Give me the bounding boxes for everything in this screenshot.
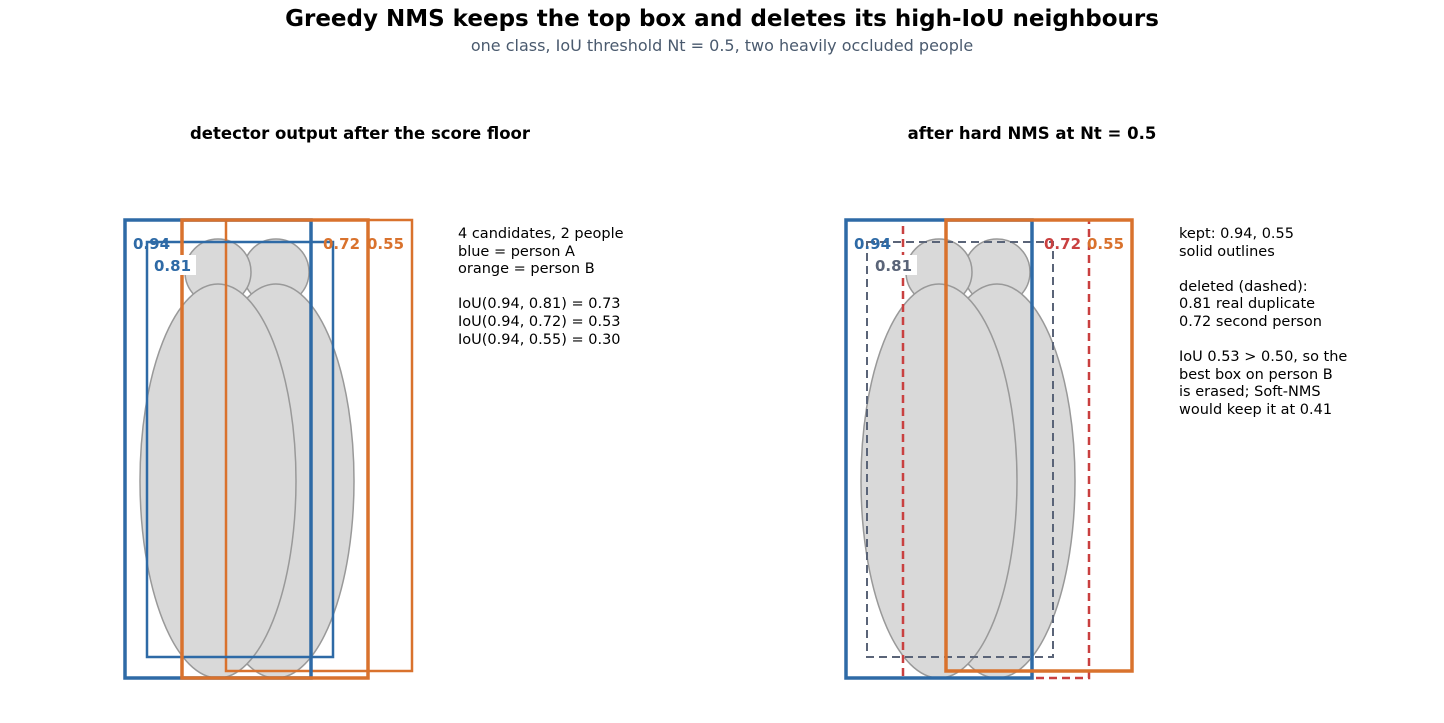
left-panel-scene: 0.94 0.81 0.72 0.55 — [123, 218, 414, 680]
right-panel-title: after hard NMS at Nt = 0.5 — [907, 124, 1157, 143]
note-line: 4 candidates, 2 people — [458, 226, 624, 242]
right-panel-scene: 0.94 0.81 0.72 0.55 — [844, 218, 1134, 680]
score-label-094-left: 0.94 — [133, 235, 170, 253]
box-081-left — [145, 240, 335, 659]
left-panel-notes: 4 candidates, 2 people blue = person A o… — [458, 226, 624, 349]
note-line — [1179, 261, 1347, 279]
note-line: IoU(0.94, 0.81) = 0.73 — [458, 296, 621, 313]
score-label-072-left: 0.72 — [323, 235, 360, 253]
note-line: blue = person A — [458, 243, 575, 260]
left-panel-title: detector output after the score floor — [189, 124, 530, 143]
note-line: is erased; Soft-NMS — [1179, 384, 1321, 401]
note-line: IoU(0.94, 0.72) = 0.53 — [458, 313, 621, 330]
note-line: would keep it at 0.41 — [1179, 401, 1333, 418]
person-a-silhouette — [860, 238, 1018, 679]
note-line: solid outlines — [1179, 243, 1275, 260]
right-panel-notes: kept: 0.94, 0.55 solid outlines deleted … — [1179, 226, 1347, 420]
score-label-081-right: 0.81 — [875, 257, 912, 275]
person-a-silhouette — [139, 238, 297, 679]
note-line: deleted (dashed): — [1179, 278, 1308, 295]
note-line: IoU 0.53 > 0.50, so the — [1179, 349, 1348, 366]
note-line: orange = person B — [458, 261, 595, 278]
score-label-072-right: 0.72 — [1044, 235, 1081, 253]
note-line — [1179, 332, 1347, 350]
score-label-081-left: 0.81 — [154, 257, 191, 275]
note-line — [458, 279, 624, 297]
note-line: IoU(0.94, 0.55) = 0.30 — [458, 331, 621, 348]
note-line: best box on person B — [1179, 366, 1333, 383]
score-label-055-right: 0.55 — [1087, 235, 1124, 253]
box-094-right-kept — [844, 218, 1034, 680]
figure-title: Greedy NMS keeps the top box and deletes… — [285, 6, 1159, 32]
label-bg-081-right — [870, 255, 917, 275]
score-label-055-left: 0.55 — [367, 235, 404, 253]
box-055-right-kept — [944, 218, 1134, 673]
note-line: 0.81 real duplicate — [1179, 296, 1316, 313]
label-bg-081-left — [149, 255, 196, 275]
score-label-094-right: 0.94 — [854, 235, 891, 253]
note-line: kept: 0.94, 0.55 — [1179, 226, 1294, 242]
box-081-right-deleted — [866, 241, 1054, 658]
figure-subtitle: one class, IoU threshold Nt = 0.5, two h… — [470, 36, 974, 55]
note-line: 0.72 second person — [1179, 313, 1322, 330]
box-072-left — [180, 218, 370, 680]
